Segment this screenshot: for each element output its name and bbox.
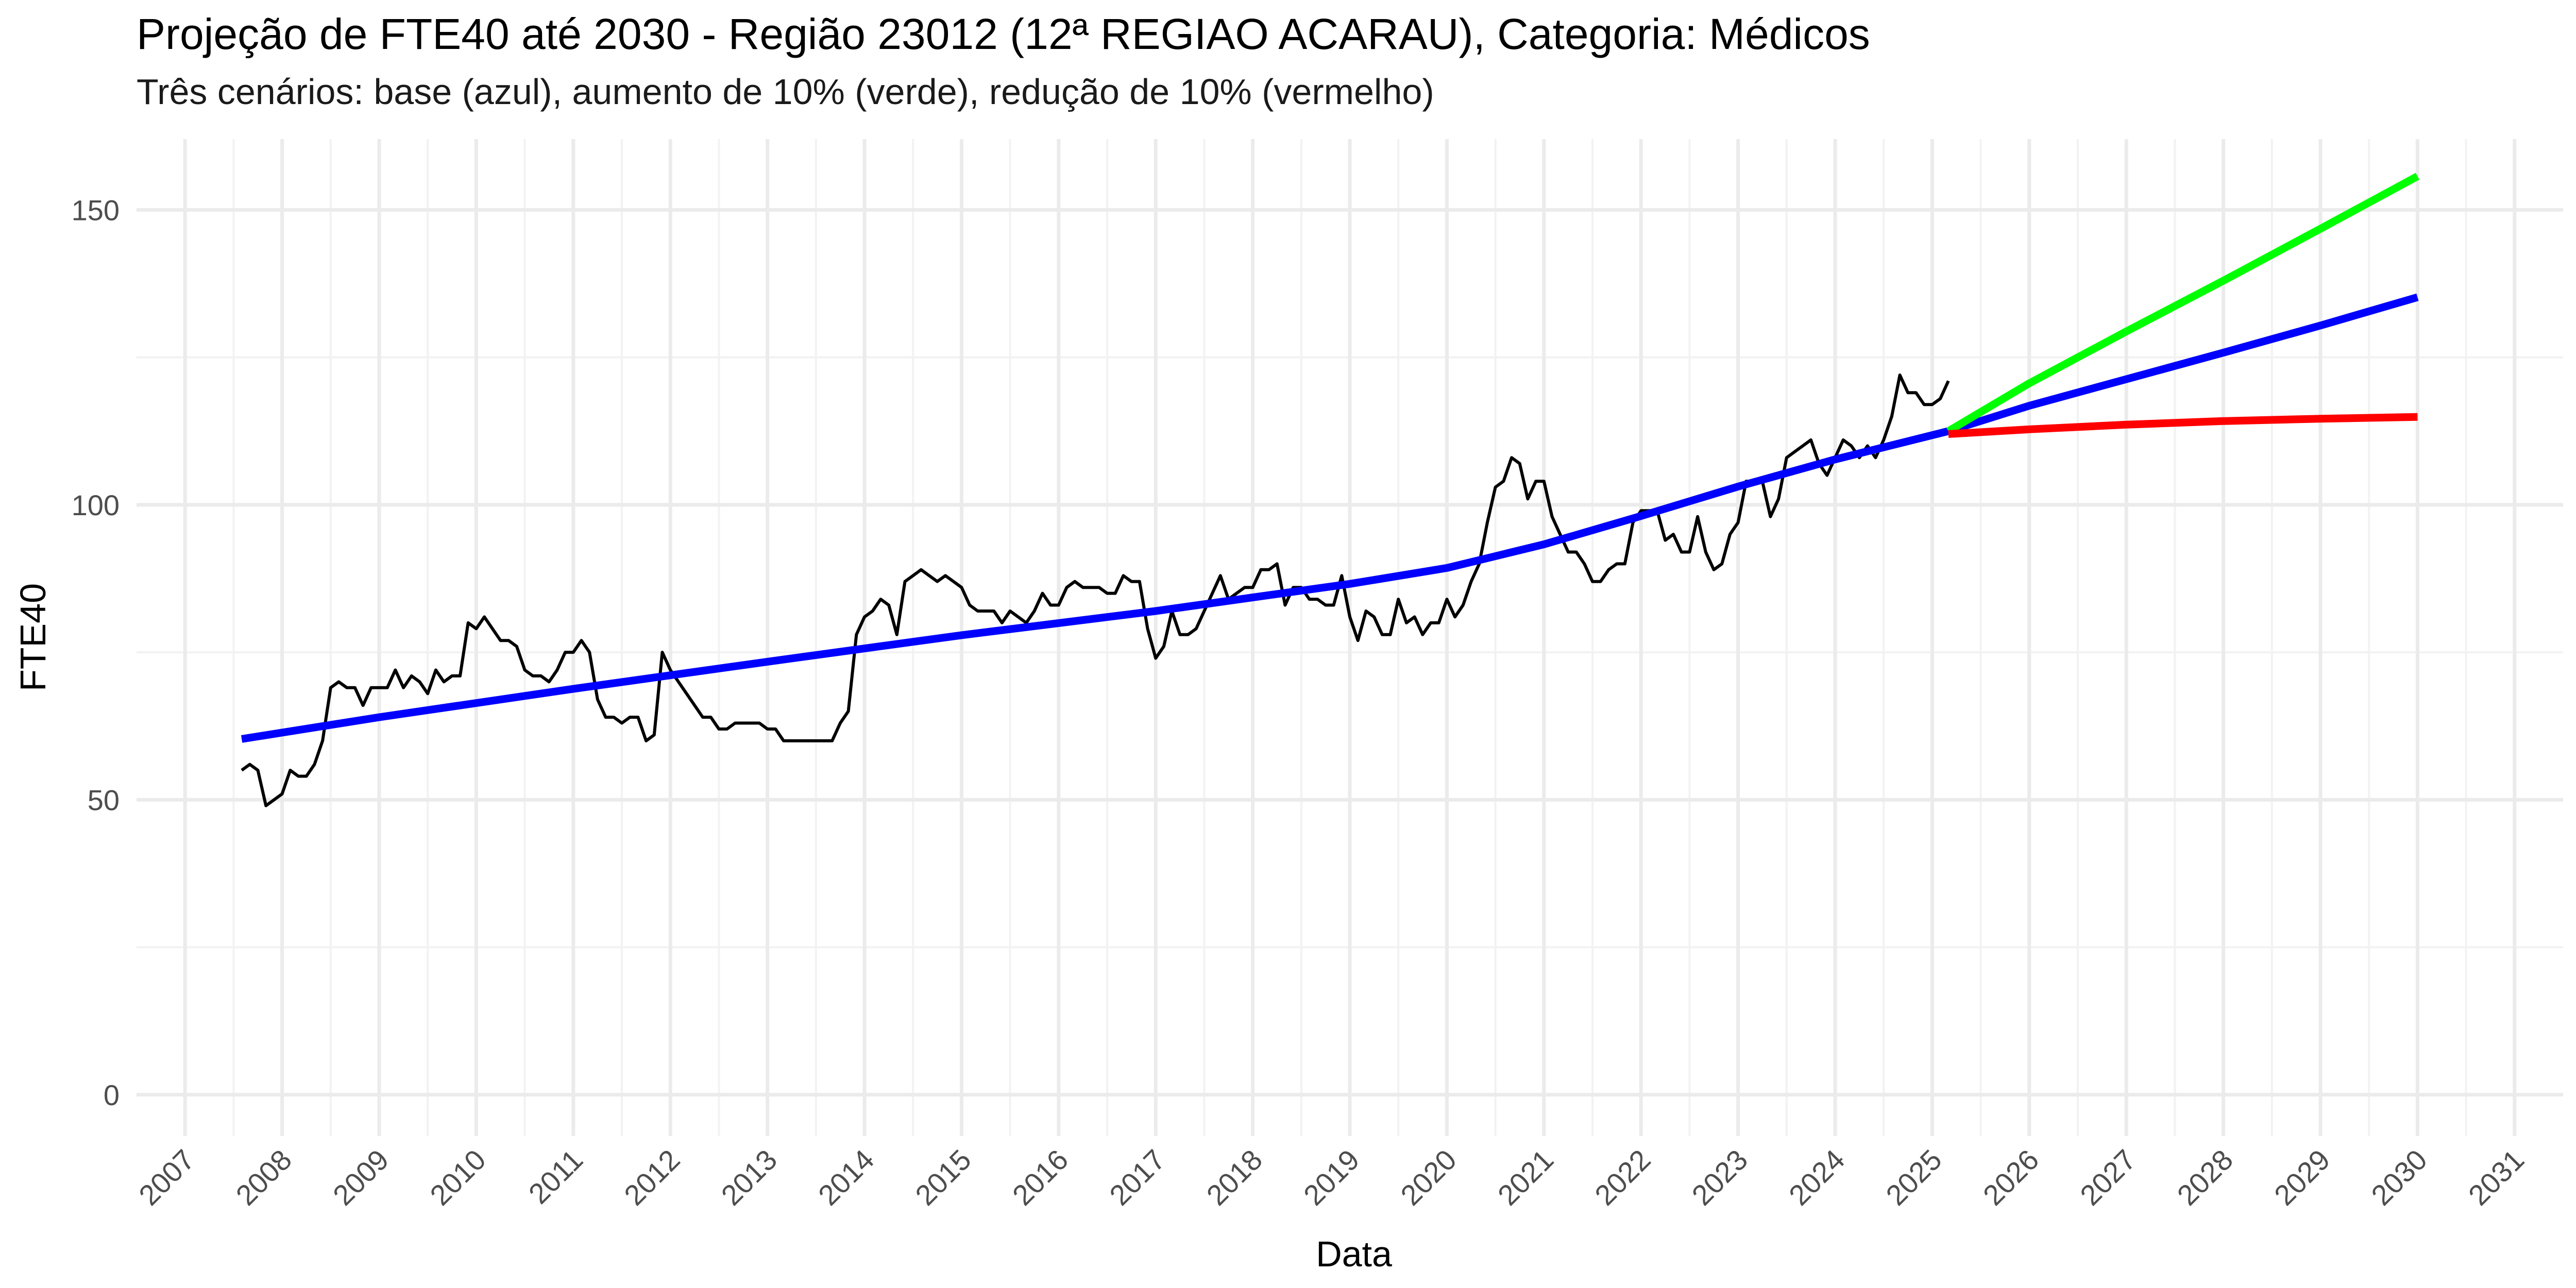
x-tick-label: 2010 [423,1143,492,1212]
chart-subtitle: Três cenários: base (azul), aumento de 1… [137,72,1434,112]
x-tick-label: 2016 [1006,1143,1075,1212]
x-tick-label: 2024 [1783,1143,1851,1212]
x-tick-label: 2026 [1977,1143,2045,1212]
x-tick-label: 2007 [132,1143,201,1212]
x-tick-label: 2011 [522,1143,589,1210]
y-tick-label: 100 [72,489,120,521]
x-tick-label: 2027 [2074,1143,2142,1212]
x-tick-label: 2025 [1879,1143,1948,1212]
y-tick-label: 150 [72,194,120,226]
x-axis-ticks: 2007 2008 2009 2010 2011 2012 2013 2014 2015 2016… [132,1143,2530,1212]
x-tick-label: 2028 [2171,1143,2239,1212]
x-tick-label: 2019 [1297,1143,1366,1212]
x-tick-label: 2017 [1103,1143,1172,1212]
series-line-0 [241,374,1950,807]
x-tick-label: 2021 [1492,1143,1560,1212]
x-tick-label: 2023 [1685,1143,1754,1212]
x-tick-label: 2018 [1200,1143,1268,1212]
series-line-1 [241,293,2419,743]
x-tick-label: 2009 [327,1143,395,1212]
x-tick-label: 2030 [2365,1143,2433,1212]
x-axis-title: Data [1316,1234,1392,1274]
x-tick-label: 2020 [1394,1143,1463,1212]
x-tick-label: 2008 [229,1143,298,1212]
chart-title: Projeção de FTE40 até 2030 - Região 2301… [137,10,1870,58]
x-tick-label: 2015 [909,1143,977,1212]
series-line-2 [1946,173,2419,435]
x-tick-label: 2014 [812,1143,880,1212]
x-tick-label: 2013 [715,1143,783,1212]
y-tick-label: 0 [104,1079,120,1111]
y-tick-label: 50 [88,784,120,816]
series-line-3 [1948,413,2418,438]
x-tick-label: 2012 [618,1143,686,1212]
y-axis-title: FTE40 [13,583,53,691]
grid-layer [137,139,2563,1136]
series-layer [241,173,2419,807]
y-axis-ticks: 0 50 100 150 [72,194,120,1111]
x-tick-label: 2029 [2268,1143,2336,1212]
x-tick-label: 2031 [2462,1143,2531,1212]
x-tick-label: 2022 [1588,1143,1657,1212]
